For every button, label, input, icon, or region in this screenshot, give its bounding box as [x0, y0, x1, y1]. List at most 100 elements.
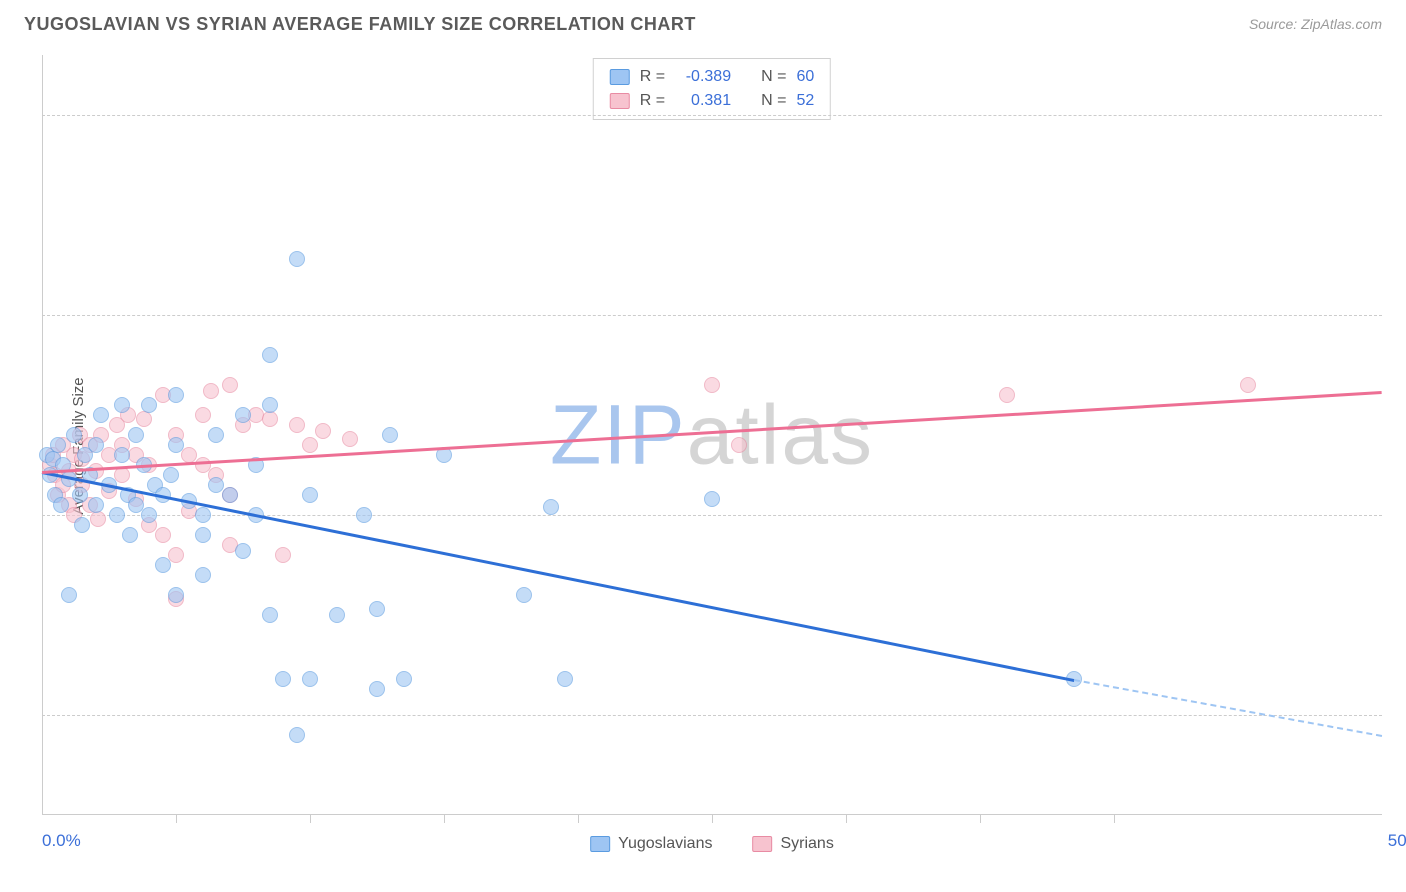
data-point — [369, 681, 385, 697]
data-point — [53, 497, 69, 513]
data-point — [289, 727, 305, 743]
data-point — [302, 487, 318, 503]
data-point — [342, 431, 358, 447]
data-point — [195, 567, 211, 583]
data-point — [114, 447, 130, 463]
data-point — [222, 377, 238, 393]
x-tick — [310, 815, 311, 823]
legend-series-item: Yugoslavians — [590, 835, 712, 853]
r-value: 0.381 — [675, 89, 731, 113]
data-point — [168, 387, 184, 403]
chart-header: YUGOSLAVIAN VS SYRIAN AVERAGE FAMILY SIZ… — [0, 0, 1406, 48]
data-point — [136, 411, 152, 427]
data-point — [516, 587, 532, 603]
data-point — [369, 601, 385, 617]
data-point — [163, 467, 179, 483]
data-point — [557, 671, 573, 687]
data-point — [329, 607, 345, 623]
data-point — [66, 427, 82, 443]
data-point — [289, 417, 305, 433]
data-point — [235, 407, 251, 423]
x-tick — [444, 815, 445, 823]
correlation-legend: R = -0.389 N = 60 R = 0.381 N = 52 — [593, 58, 831, 120]
data-point — [262, 397, 278, 413]
data-point — [74, 517, 90, 533]
legend-swatch — [610, 93, 630, 109]
data-point — [114, 397, 130, 413]
y-axis-line — [42, 55, 43, 815]
data-point — [208, 427, 224, 443]
data-point — [235, 543, 251, 559]
gridline-horizontal — [42, 715, 1382, 716]
n-label: N = — [761, 65, 786, 89]
x-tick — [712, 815, 713, 823]
legend-row: R = 0.381 N = 52 — [610, 89, 814, 113]
data-point — [195, 507, 211, 523]
data-point — [72, 487, 88, 503]
gridline-horizontal — [42, 515, 1382, 516]
data-point — [155, 557, 171, 573]
data-point — [155, 527, 171, 543]
data-point — [168, 587, 184, 603]
x-tick — [176, 815, 177, 823]
legend-series-label: Yugoslavians — [618, 835, 712, 853]
watermark-part-2: atlas — [687, 388, 874, 482]
scatter-plot-area: ZIPatlas R =-0.389N =60R =0.381N =52 0.0… — [42, 55, 1382, 815]
x-tick — [578, 815, 579, 823]
regression-extension — [1074, 679, 1383, 737]
data-point — [128, 427, 144, 443]
x-tick — [1114, 815, 1115, 823]
data-point — [704, 377, 720, 393]
data-point — [999, 387, 1015, 403]
x-tick — [980, 815, 981, 823]
gridline-horizontal — [42, 315, 1382, 316]
data-point — [141, 397, 157, 413]
data-point — [141, 507, 157, 523]
data-point — [302, 671, 318, 687]
data-point — [275, 547, 291, 563]
legend-swatch — [590, 836, 610, 852]
n-label: N = — [761, 89, 786, 113]
x-axis-min-label: 0.0% — [42, 831, 81, 851]
data-point — [222, 487, 238, 503]
n-value: 60 — [796, 65, 814, 89]
r-label: R = — [640, 65, 665, 89]
data-point — [93, 407, 109, 423]
gridline-horizontal — [42, 115, 1382, 116]
chart-title: YUGOSLAVIAN VS SYRIAN AVERAGE FAMILY SIZ… — [24, 14, 696, 35]
legend-swatch — [610, 69, 630, 85]
series-legend: Yugoslavians Syrians — [590, 835, 834, 853]
data-point — [109, 507, 125, 523]
legend-row: R = -0.389 N = 60 — [610, 65, 814, 89]
data-point — [168, 437, 184, 453]
data-point — [704, 491, 720, 507]
n-value: 52 — [796, 89, 814, 113]
x-tick — [846, 815, 847, 823]
data-point — [88, 437, 104, 453]
data-point — [203, 383, 219, 399]
data-point — [195, 527, 211, 543]
r-label: R = — [640, 89, 665, 113]
data-point — [88, 497, 104, 513]
data-point — [262, 411, 278, 427]
data-point — [122, 527, 138, 543]
data-point — [262, 607, 278, 623]
source-label: Source: ZipAtlas.com — [1249, 16, 1382, 32]
watermark: ZIPatlas — [550, 387, 874, 484]
data-point — [1240, 377, 1256, 393]
legend-series-label: Syrians — [780, 835, 833, 853]
data-point — [275, 671, 291, 687]
data-point — [315, 423, 331, 439]
data-point — [168, 547, 184, 563]
data-point — [302, 437, 318, 453]
data-point — [382, 427, 398, 443]
r-value: -0.389 — [675, 65, 731, 89]
data-point — [90, 511, 106, 527]
data-point — [289, 251, 305, 267]
x-axis-max-label: 50.0% — [1388, 831, 1406, 851]
data-point — [731, 437, 747, 453]
data-point — [61, 587, 77, 603]
data-point — [356, 507, 372, 523]
data-point — [50, 437, 66, 453]
legend-swatch — [752, 836, 772, 852]
